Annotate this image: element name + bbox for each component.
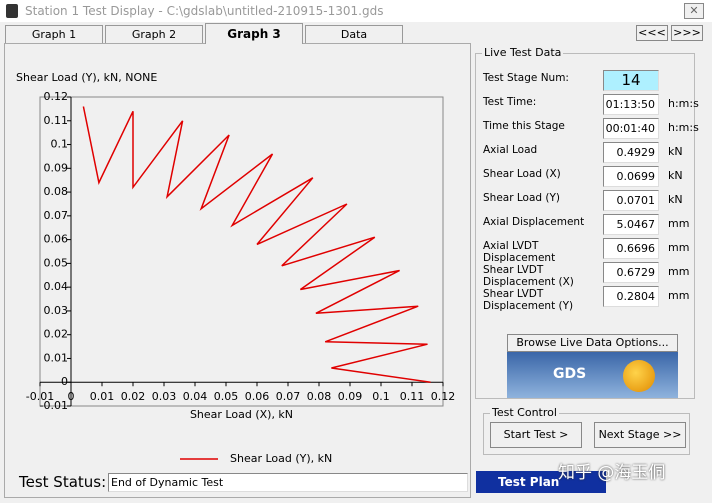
- tab[interactable]: Graph 2: [105, 25, 203, 43]
- close-button[interactable]: ✕: [684, 3, 704, 19]
- y-tick-label: 0.03: [44, 304, 69, 317]
- title-bar: Station 1 Test Display - C:\gdslab\untit…: [0, 0, 712, 22]
- y-tick-label: 0.05: [44, 256, 69, 269]
- y-tick-label: 0.04: [44, 280, 69, 293]
- nav-button[interactable]: >>>: [671, 25, 703, 41]
- y-tick-label: 0.02: [44, 328, 69, 341]
- x-tick-label: 0.01: [90, 390, 115, 403]
- start-test-button[interactable]: Start Test >: [490, 422, 582, 448]
- app-icon: [6, 4, 18, 18]
- watermark: 知乎 @海玉侗: [558, 463, 666, 483]
- x-tick-label: 0.05: [214, 390, 239, 403]
- plot-frame: [39, 96, 444, 407]
- row-value: 0.2804: [603, 286, 659, 307]
- y-tick-label: -0.01: [40, 399, 68, 412]
- row-label: Time this Stage: [483, 120, 565, 132]
- row-value: 00:01:40: [603, 118, 659, 139]
- x-tick-label: 0.07: [276, 390, 301, 403]
- x-tick-label: -0.01: [26, 390, 54, 403]
- row-unit: kN: [668, 145, 683, 158]
- row-label: Test Stage Num:: [483, 72, 569, 84]
- x-axis-label: Shear Load (X), kN: [190, 408, 293, 421]
- data-line: [82, 106, 431, 383]
- row-unit: mm: [668, 289, 690, 302]
- logo-banner: GDS: [507, 352, 678, 398]
- x-tick-label: 0.06: [245, 390, 270, 403]
- row-unit: h:m:s: [668, 97, 699, 110]
- logo-globe: [623, 360, 655, 392]
- row-unit: kN: [668, 193, 683, 206]
- row-label: Axial Load: [483, 144, 538, 156]
- y-tick-label: 0.12: [44, 90, 69, 103]
- y-tick-label: 0.11: [44, 114, 69, 127]
- x-tick-label: 0.04: [183, 390, 208, 403]
- x-tick-label: 0.09: [338, 390, 363, 403]
- y-tick-label: 0.1: [51, 138, 69, 151]
- chart-title: Shear Load (Y), kN, NONE: [16, 71, 157, 84]
- x-tick-label: 0.02: [121, 390, 146, 403]
- x-tick-label: 0.08: [307, 390, 332, 403]
- row-value: 14: [603, 70, 659, 91]
- y-tick-label: 0.06: [44, 233, 69, 246]
- x-tick-label: 0: [68, 390, 75, 403]
- y-tick-label: 0: [61, 375, 68, 388]
- x-tick-label: 0.12: [431, 390, 456, 403]
- test-control-title: Test Control: [490, 406, 559, 419]
- row-value: 5.0467: [603, 214, 659, 235]
- x-tick-label: 0.1: [372, 390, 390, 403]
- y-tick-label: 0.01: [44, 351, 69, 364]
- logo-text: GDS: [553, 366, 587, 382]
- row-label: Shear Load (Y): [483, 192, 561, 204]
- row-value: 0.6729: [603, 262, 659, 283]
- row-unit: mm: [668, 265, 690, 278]
- status-value: End of Dynamic Test: [108, 473, 468, 492]
- row-value: 01:13:50: [603, 94, 659, 115]
- live-data-group: [475, 53, 695, 399]
- row-unit: kN: [668, 169, 683, 182]
- row-unit: mm: [668, 217, 690, 230]
- row-label: Shear Load (X): [483, 168, 561, 180]
- y-tick-label: 0.07: [44, 209, 69, 222]
- row-label: Axial Displacement: [483, 216, 585, 228]
- tab[interactable]: Data: [305, 25, 403, 43]
- row-label: Test Time:: [483, 96, 537, 108]
- row-value: 0.4929: [603, 142, 659, 163]
- row-label: Shear LVDT Displacement (X): [483, 264, 574, 288]
- tab[interactable]: Graph 3: [205, 23, 303, 44]
- row-value: 0.0701: [603, 190, 659, 211]
- y-tick-label: 0.09: [44, 161, 69, 174]
- y-tick-label: 0.08: [44, 185, 69, 198]
- browse-button[interactable]: Browse Live Data Options...: [507, 334, 678, 352]
- test-plan-button[interactable]: Test Plan: [476, 471, 606, 493]
- legend-label: Shear Load (Y), kN: [230, 452, 332, 465]
- row-value: 0.0699: [603, 166, 659, 187]
- status-label: Test Status:: [19, 473, 107, 491]
- row-label: Axial LVDT Displacement: [483, 240, 556, 264]
- row-unit: mm: [668, 241, 690, 254]
- tab[interactable]: Graph 1: [5, 25, 103, 43]
- row-value: 0.6696: [603, 238, 659, 259]
- test-control-group: [483, 413, 690, 455]
- next-stage-button[interactable]: Next Stage >>: [594, 422, 686, 448]
- live-data-title: Live Test Data: [482, 46, 564, 59]
- x-tick-label: 0.03: [152, 390, 177, 403]
- row-unit: h:m:s: [668, 121, 699, 134]
- x-tick-label: 0.11: [400, 390, 425, 403]
- nav-button[interactable]: <<<: [636, 25, 668, 41]
- row-label: Shear LVDT Displacement (Y): [483, 288, 574, 312]
- window-title: Station 1 Test Display - C:\gdslab\untit…: [25, 4, 384, 18]
